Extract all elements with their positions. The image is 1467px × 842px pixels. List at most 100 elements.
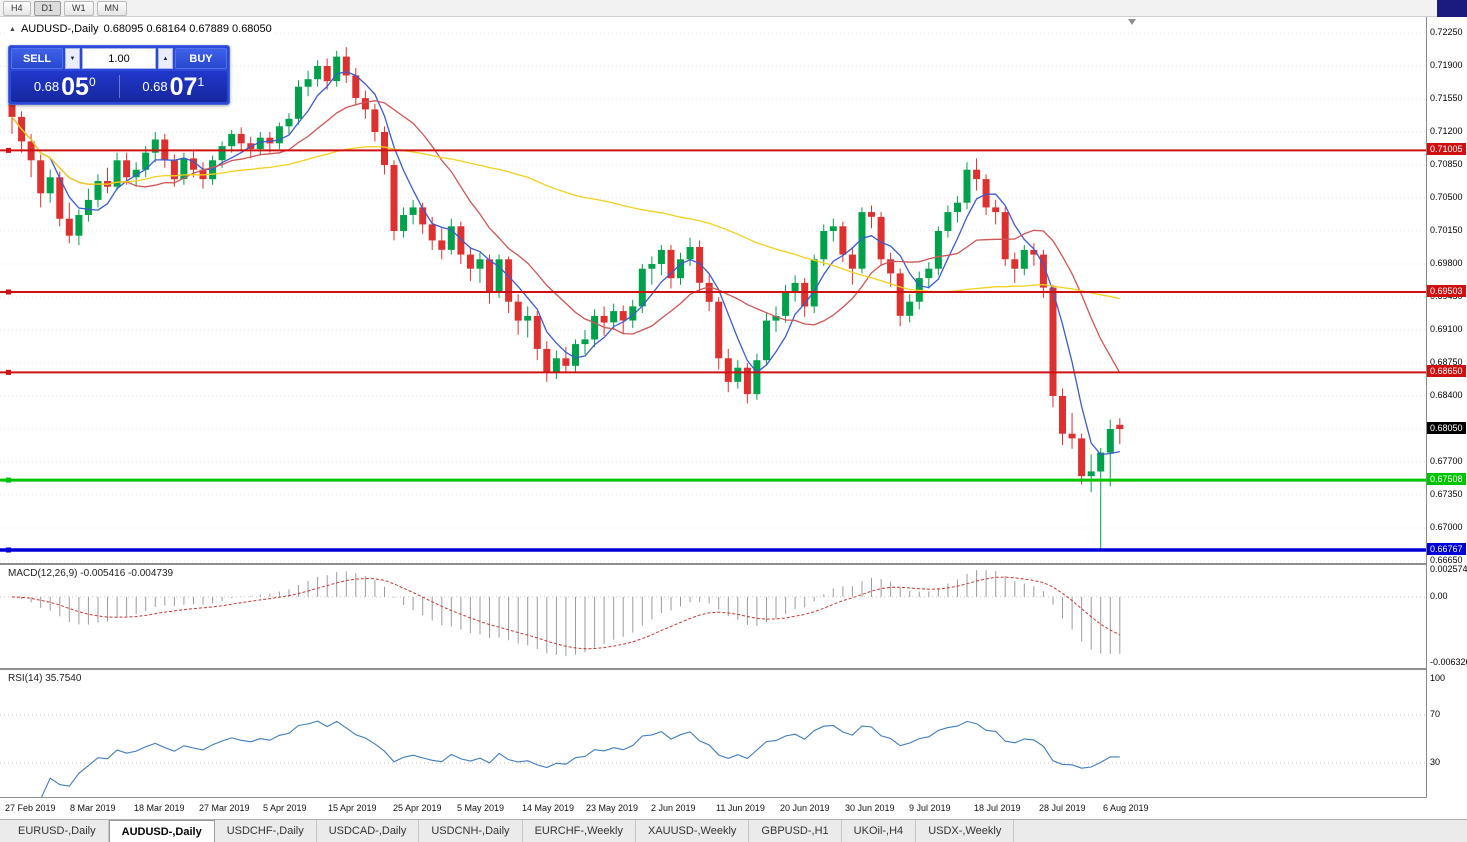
macd-scale-label: -0.006326 (1430, 657, 1467, 667)
chart-tab-usdchf-daily[interactable]: USDCHF-,Daily (215, 820, 317, 842)
chart-tab-usdcnh-daily[interactable]: USDCNH-,Daily (419, 820, 523, 842)
date-axis-label: 8 Mar 2019 (70, 803, 116, 813)
macd-indicator-canvas[interactable] (0, 565, 1426, 668)
hline-handle[interactable] (6, 477, 11, 483)
rsi-indicator-canvas[interactable] (0, 670, 1426, 797)
panel-splitter[interactable] (0, 563, 1467, 565)
hline-price-label: 0.69503 (1427, 285, 1466, 297)
trade-panel-prices-row: 0.68 05 0 0.68 07 1 (11, 71, 227, 102)
chart-ohlc-values: 0.68095 0.68164 0.67889 0.68050 (103, 23, 272, 35)
chart-tab-usdcad-daily[interactable]: USDCAD-,Daily (317, 820, 420, 842)
date-axis-label: 27 Mar 2019 (199, 803, 250, 813)
panel-splitter[interactable] (0, 668, 1467, 670)
horizontal-lines-layer[interactable] (0, 147, 1426, 553)
main-chart-canvas[interactable] (0, 17, 1426, 563)
timeframe-toolbar: H4 D1 W1 MN (0, 0, 1467, 17)
price-tick-label: 0.69800 (1430, 258, 1463, 268)
price-divider (118, 75, 120, 98)
macd-signal-line (11, 576, 1121, 650)
hline-price-label: 0.66767 (1427, 543, 1466, 555)
macd-scale-label: 0.002574 (1430, 564, 1467, 574)
buy-button[interactable]: BUY (175, 48, 227, 69)
buy-price-big: 07 (169, 72, 198, 101)
chart-tab-ukoil-h4[interactable]: UKOil-,H4 (842, 820, 917, 842)
date-axis-label: 5 Apr 2019 (263, 803, 307, 813)
date-axis-label: 20 Jun 2019 (780, 803, 830, 813)
sell-price-big: 05 (61, 72, 89, 101)
price-tick-label: 0.68750 (1430, 357, 1463, 367)
date-axis-label: 14 May 2019 (522, 803, 575, 813)
timeframe-button-d1[interactable]: D1 (33, 0, 62, 16)
chart-tab-gbpusd-h1[interactable]: GBPUSD-,H1 (749, 820, 842, 842)
price-tick-label: 0.67700 (1430, 456, 1463, 466)
macd-scale-label: 0.00 (1430, 591, 1448, 601)
date-axis-label: 18 Mar 2019 (134, 803, 185, 813)
sell-price-display[interactable]: 0.68 05 0 (11, 71, 119, 102)
price-scale-border (1426, 17, 1427, 797)
price-tick-label: 0.71900 (1430, 60, 1463, 70)
price-gridlines (0, 32, 1426, 562)
rsi-scale-label: 70 (1430, 709, 1441, 719)
macd-label: MACD(12,26,9) -0.005416 -0.004739 (6, 568, 176, 579)
price-tick-label: 0.70150 (1430, 225, 1463, 235)
chart-tab-xauusd-weekly[interactable]: XAUUSD-,Weekly (636, 820, 750, 842)
slow-ma-line (11, 116, 1120, 300)
window-corner-decoration (1437, 0, 1467, 17)
sell-price-main: 0.68 (33, 79, 60, 94)
hline-handle[interactable] (6, 147, 11, 153)
price-tick-label: 0.72250 (1430, 27, 1463, 37)
fast-ma-line (11, 71, 1120, 456)
trade-panel-controls-row: SELL ▼ ▲ BUY (11, 48, 227, 69)
hline-handle[interactable] (6, 369, 11, 375)
price-tick-label: 0.68400 (1430, 390, 1463, 400)
one-click-trade-panel: SELL ▼ ▲ BUY 0.68 05 0 0.68 07 1 (8, 45, 230, 105)
date-axis-label: 6 Aug 2019 (1103, 803, 1149, 813)
date-axis-label: 25 Apr 2019 (393, 803, 442, 813)
chart-shift-marker-icon[interactable] (1128, 19, 1136, 25)
chart-tab-usdx-weekly[interactable]: USDX-,Weekly (916, 820, 1015, 842)
hline-handle[interactable] (6, 289, 11, 295)
volume-decrease-button[interactable]: ▼ (65, 48, 80, 69)
timeframe-button-h4[interactable]: H4 (3, 0, 31, 16)
price-tick-label: 0.67000 (1430, 522, 1463, 532)
current-price-label: 0.68050 (1427, 422, 1466, 434)
chart-ohlc-readout: ▲ AUDUSD-,Daily 0.68095 0.68164 0.67889 … (7, 23, 274, 35)
chart-tab-eurusd-daily[interactable]: EURUSD-,Daily (6, 820, 109, 842)
price-tick-label: 0.67350 (1430, 489, 1463, 499)
buy-price-sup: 1 (197, 75, 205, 89)
chart-symbol-period: AUDUSD-,Daily (20, 23, 99, 35)
sell-price-sup: 0 (88, 75, 96, 89)
chart-title-marker-icon: ▲ (9, 25, 16, 33)
date-axis-label: 28 Jul 2019 (1039, 803, 1086, 813)
hline-handle[interactable] (6, 547, 11, 553)
rsi-label: RSI(14) 35.7540 (6, 673, 84, 684)
volume-increase-button[interactable]: ▲ (158, 48, 173, 69)
chart-tab-bar: EURUSD-,Daily AUDUSD-,Daily USDCHF-,Daily U… (0, 819, 1467, 842)
timeframe-buttons-group: H4 D1 W1 MN (3, 0, 127, 16)
price-tick-label: 0.71200 (1430, 126, 1463, 136)
date-axis-label: 27 Feb 2019 (5, 803, 56, 813)
date-axis-label: 30 Jun 2019 (845, 803, 895, 813)
hline-price-label: 0.67508 (1427, 473, 1466, 485)
macd-histogram (21, 570, 1121, 657)
price-tick-label: 0.70850 (1430, 159, 1463, 169)
candles-layer (8, 47, 1124, 550)
date-axis-label: 15 Apr 2019 (328, 803, 377, 813)
sell-button[interactable]: SELL (11, 48, 63, 69)
medium-ma-line (11, 100, 1121, 374)
volume-input[interactable] (82, 48, 156, 69)
hline-price-label: 0.71005 (1427, 143, 1466, 155)
date-axis-label: 11 Jun 2019 (716, 803, 765, 813)
chart-tab-audusd-daily[interactable]: AUDUSD-,Daily (108, 820, 215, 842)
price-tick-label: 0.70500 (1430, 192, 1463, 202)
buy-price-main: 0.68 (142, 79, 168, 94)
chart-tab-eurchf-weekly[interactable]: EURCHF-,Weekly (523, 820, 636, 842)
buy-price-display[interactable]: 0.68 07 1 (120, 71, 228, 102)
axis-separator (0, 797, 1467, 798)
price-tick-label: 0.69100 (1430, 324, 1463, 334)
timeframe-button-mn[interactable]: MN (96, 0, 127, 16)
date-axis[interactable]: 27 Feb 2019 8 Mar 2019 18 Mar 2019 27 Mar 2… (0, 798, 1467, 819)
price-scale[interactable]: 0.72250 0.71900 0.71550 0.71200 0.70850 0.705… (1427, 17, 1467, 798)
timeframe-button-w1[interactable]: W1 (64, 0, 94, 16)
price-tick-label: 0.66650 (1430, 555, 1463, 565)
